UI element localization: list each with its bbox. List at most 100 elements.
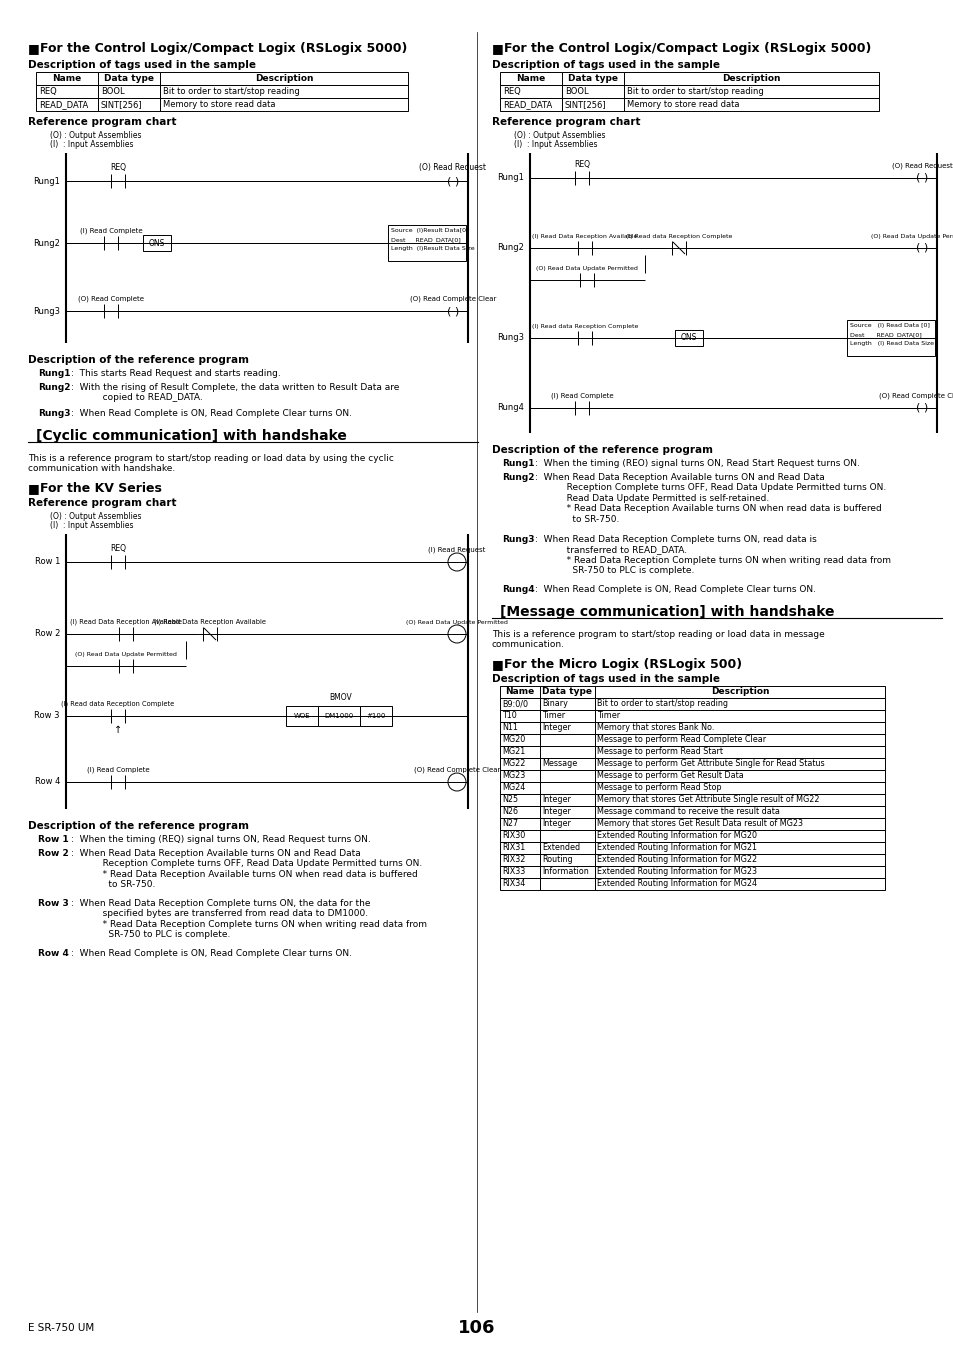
Text: N11: N11 xyxy=(501,724,517,733)
Text: MG20: MG20 xyxy=(501,736,525,744)
Text: Data type: Data type xyxy=(542,687,592,697)
Text: N26: N26 xyxy=(501,807,517,817)
Text: Message to perform Get Result Data: Message to perform Get Result Data xyxy=(597,771,743,780)
Bar xyxy=(623,85,878,99)
Bar xyxy=(539,769,595,782)
Text: For the KV Series: For the KV Series xyxy=(40,482,162,495)
Bar xyxy=(539,757,595,769)
Bar xyxy=(499,865,539,878)
Text: Extended Routing Information for MG24: Extended Routing Information for MG24 xyxy=(597,879,757,888)
Text: Row 3: Row 3 xyxy=(34,711,60,721)
Bar xyxy=(499,878,539,890)
Text: [Message communication] with handshake: [Message communication] with handshake xyxy=(499,605,834,620)
Text: BOOL: BOOL xyxy=(101,86,125,96)
Bar xyxy=(499,769,539,782)
Bar xyxy=(317,706,359,726)
Text: MG24: MG24 xyxy=(501,783,525,792)
Text: :  With the rising of Result Complete, the data written to Result Data are
     : : With the rising of Result Complete, th… xyxy=(71,383,399,402)
Text: Message to perform Read Complete Clear: Message to perform Read Complete Clear xyxy=(597,736,765,744)
Text: (O) Read Data Update Permitted: (O) Read Data Update Permitted xyxy=(406,620,507,625)
Bar xyxy=(595,698,884,710)
Text: Rung2: Rung2 xyxy=(497,243,523,252)
Bar xyxy=(143,235,171,251)
Text: Description: Description xyxy=(721,74,780,82)
Bar xyxy=(539,842,595,855)
Bar xyxy=(595,878,884,890)
Bar xyxy=(160,72,408,85)
Text: This is a reference program to start/stop reading or load data by using the cycl: This is a reference program to start/sto… xyxy=(28,454,394,474)
Text: Memory that stores Get Result Data result of MG23: Memory that stores Get Result Data resul… xyxy=(597,819,802,829)
Text: (O) Read Data Update Permitted: (O) Read Data Update Permitted xyxy=(536,266,638,271)
Text: :  When the timing (REO) signal turns ON, Read Start Request turns ON.: : When the timing (REO) signal turns ON,… xyxy=(535,459,859,468)
Text: RIX34: RIX34 xyxy=(501,879,525,888)
Text: Source  (I)Result Data[0]: Source (I)Result Data[0] xyxy=(391,228,468,234)
Bar xyxy=(595,806,884,818)
Bar xyxy=(499,818,539,830)
Bar xyxy=(595,842,884,855)
Bar xyxy=(595,686,884,698)
Text: Name: Name xyxy=(52,74,82,82)
Text: (I) Read Request: (I) Read Request xyxy=(428,547,485,553)
Text: :  When Read Data Reception Complete turns ON, read data is
           transferr: : When Read Data Reception Complete turn… xyxy=(535,535,890,575)
Text: Rung1: Rung1 xyxy=(497,174,523,182)
Text: REQ: REQ xyxy=(502,86,520,96)
Bar xyxy=(499,757,539,769)
Text: For the Micro Logix (RSLogix 500): For the Micro Logix (RSLogix 500) xyxy=(503,657,741,671)
Bar xyxy=(539,747,595,757)
Bar xyxy=(595,818,884,830)
Text: Binary: Binary xyxy=(541,699,567,709)
Text: SINT[256]: SINT[256] xyxy=(564,100,606,109)
Text: Row 4: Row 4 xyxy=(34,778,60,787)
Bar xyxy=(595,710,884,722)
Text: E SR-750 UM: E SR-750 UM xyxy=(28,1323,94,1332)
Text: ■: ■ xyxy=(492,42,508,55)
Bar xyxy=(539,830,595,842)
Text: Row 1: Row 1 xyxy=(34,558,60,567)
Text: Rung2: Rung2 xyxy=(33,239,60,247)
Text: (I) Read data Reception Complete: (I) Read data Reception Complete xyxy=(625,234,731,239)
Text: SINT[256]: SINT[256] xyxy=(101,100,143,109)
Text: :  When Read Complete is ON, Read Complete Clear turns ON.: : When Read Complete is ON, Read Complet… xyxy=(71,949,352,958)
Text: Message to perform Get Attribute Single for Read Status: Message to perform Get Attribute Single … xyxy=(597,760,823,768)
Text: (O) Read Data Update Permitted: (O) Read Data Update Permitted xyxy=(75,652,176,657)
Bar xyxy=(675,329,702,346)
Bar xyxy=(499,710,539,722)
Bar xyxy=(846,320,934,356)
Text: Description of the reference program: Description of the reference program xyxy=(28,355,249,364)
Text: N25: N25 xyxy=(501,795,517,805)
Text: RIX32: RIX32 xyxy=(501,856,525,864)
Text: Timer: Timer xyxy=(541,711,564,721)
Text: (O) Read Data Update Permitted: (O) Read Data Update Permitted xyxy=(870,234,953,239)
Text: (I) Read data Reception Complete: (I) Read data Reception Complete xyxy=(531,324,638,329)
Text: (O) Read Complete Clear: (O) Read Complete Clear xyxy=(410,296,496,302)
Text: RIX30: RIX30 xyxy=(501,832,525,841)
Bar xyxy=(499,782,539,794)
Text: B9:0/0: B9:0/0 xyxy=(501,699,527,709)
Text: :  When Read Data Reception Available turns ON and Read Data
           Receptio: : When Read Data Reception Available tur… xyxy=(71,849,422,890)
Text: Rung4: Rung4 xyxy=(497,404,523,413)
Text: For the Control Logix/Compact Logix (RSLogix 5000): For the Control Logix/Compact Logix (RSL… xyxy=(503,42,870,55)
Bar xyxy=(595,865,884,878)
Bar xyxy=(539,686,595,698)
Text: DM1000: DM1000 xyxy=(324,713,354,720)
Text: For the Control Logix/Compact Logix (RSLogix 5000): For the Control Logix/Compact Logix (RSL… xyxy=(40,42,407,55)
Bar xyxy=(499,842,539,855)
Text: Extended Routing Information for MG22: Extended Routing Information for MG22 xyxy=(597,856,757,864)
Bar xyxy=(539,818,595,830)
Text: Description: Description xyxy=(254,74,313,82)
Bar xyxy=(539,698,595,710)
Text: MG23: MG23 xyxy=(501,771,525,780)
Bar xyxy=(595,734,884,747)
Bar xyxy=(36,72,98,85)
Text: ONS: ONS xyxy=(149,239,165,247)
Text: (I) Read Data Reception Available: (I) Read Data Reception Available xyxy=(532,234,637,239)
Text: (O) Read Request: (O) Read Request xyxy=(891,162,951,169)
Bar xyxy=(595,747,884,757)
Bar xyxy=(595,782,884,794)
Text: (O) Read Complete Clear: (O) Read Complete Clear xyxy=(414,767,499,774)
Bar xyxy=(499,698,539,710)
Text: (I)  : Input Assemblies: (I) : Input Assemblies xyxy=(514,140,597,148)
Text: [Cyclic communication] with handshake: [Cyclic communication] with handshake xyxy=(36,429,347,443)
Text: Integer: Integer xyxy=(541,819,570,829)
Bar xyxy=(561,85,623,99)
